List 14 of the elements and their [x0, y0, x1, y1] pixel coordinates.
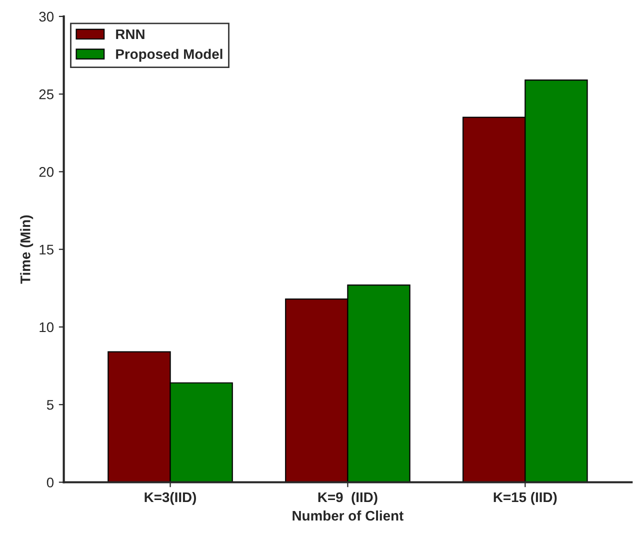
- x-axis-title: Number of Client: [292, 510, 404, 521]
- y-tick-label: 10: [40, 322, 54, 332]
- y-tick-label: 15: [40, 244, 54, 255]
- y-tick-label: 25: [39, 89, 54, 100]
- legend-label: RNN: [116, 29, 144, 40]
- y-tick-label: 5: [46, 400, 54, 410]
- x-tick-label: K=9 (IID): [318, 492, 378, 505]
- y-tick-label: 20: [39, 167, 54, 177]
- legend-label: Proposed Model: [116, 48, 222, 62]
- x-tick-label: K=15 (IID): [494, 492, 557, 505]
- x-tick-label: K=3(IID): [144, 492, 196, 505]
- y-tick-label: 30: [39, 12, 54, 22]
- y-tick-label: 0: [46, 478, 54, 488]
- y-axis-title: Time (Min): [20, 215, 34, 284]
